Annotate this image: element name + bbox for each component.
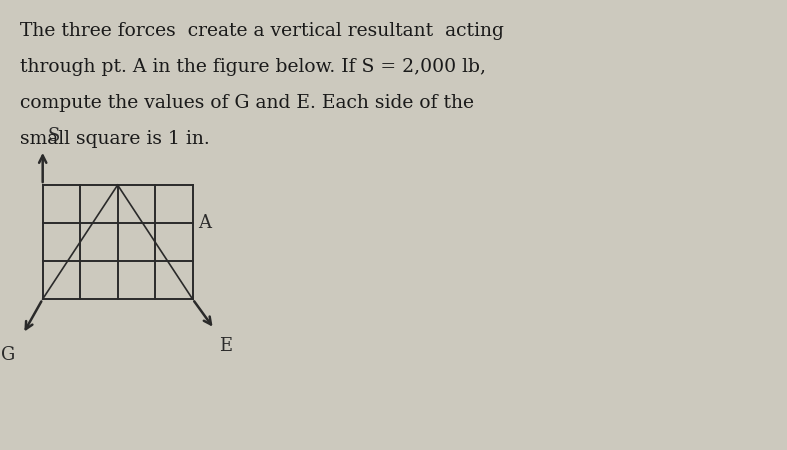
Text: A: A — [198, 214, 212, 232]
Text: compute the values of G and E. Each side of the: compute the values of G and E. Each side… — [20, 94, 474, 112]
Text: small square is 1 in.: small square is 1 in. — [20, 130, 209, 148]
Text: S: S — [48, 127, 60, 145]
Text: The three forces  create a vertical resultant  acting: The three forces create a vertical resul… — [20, 22, 504, 40]
Text: G: G — [1, 346, 15, 364]
Text: through pt. A in the figure below. If S = 2,000 lb,: through pt. A in the figure below. If S … — [20, 58, 486, 76]
Text: E: E — [219, 337, 232, 355]
